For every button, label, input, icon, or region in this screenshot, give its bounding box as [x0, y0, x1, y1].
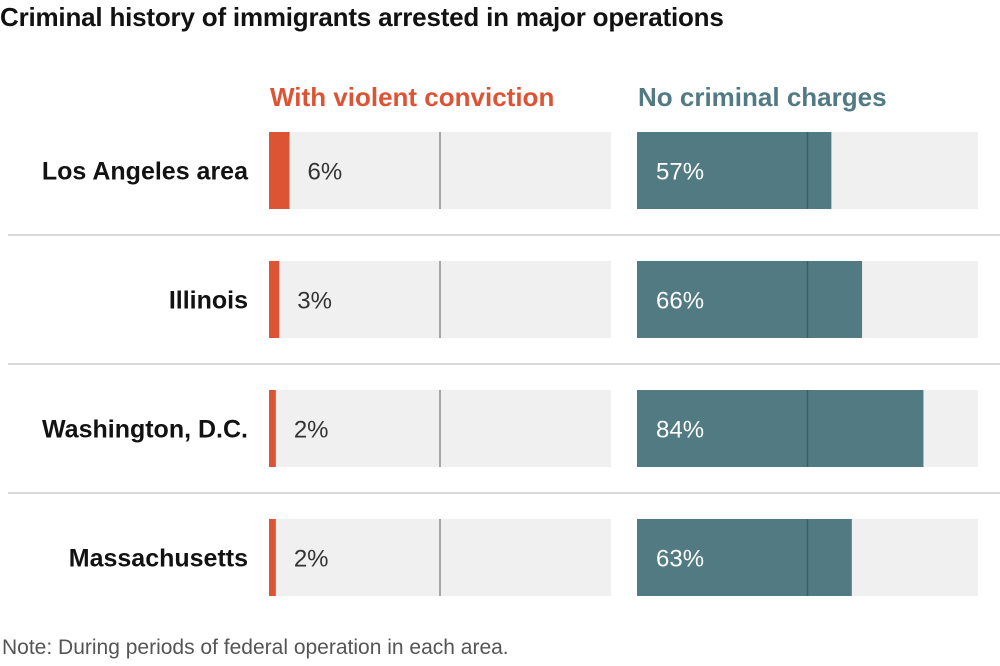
- bar-violent: [269, 261, 280, 338]
- row-label-washington-d-c: Washington, D.C.: [42, 416, 248, 444]
- bar-no-charges: [637, 390, 924, 467]
- bar-violent: [269, 519, 276, 596]
- row-label-massachusetts: Massachusetts: [69, 545, 248, 573]
- bar-no-charges: [637, 261, 863, 338]
- value-label-violent: 2%: [294, 546, 329, 573]
- chart-title: Criminal history of immigrants arrested …: [0, 2, 724, 32]
- row-label-illinois: Illinois: [169, 287, 248, 315]
- series-header-no-charges: No criminal charges: [638, 82, 887, 112]
- bar-no-charges: [637, 132, 832, 209]
- value-label-no-charges: 63%: [656, 546, 704, 573]
- value-label-no-charges: 66%: [656, 288, 704, 315]
- row-label-los-angeles-area: Los Angeles area: [42, 158, 249, 186]
- chart-area: With violent conviction No criminal charg…: [8, 82, 1000, 596]
- series-header-violent: With violent conviction: [270, 82, 554, 112]
- bar-violent: [269, 390, 276, 467]
- value-label-violent: 2%: [294, 417, 329, 444]
- value-label-violent: 6%: [308, 159, 343, 186]
- value-label-no-charges: 57%: [656, 159, 704, 186]
- bar-no-charges: [637, 519, 852, 596]
- value-label-violent: 3%: [297, 288, 332, 315]
- chart-note: Note: During periods of federal operatio…: [2, 636, 509, 659]
- value-label-no-charges: 84%: [656, 417, 704, 444]
- bar-violent: [269, 132, 290, 209]
